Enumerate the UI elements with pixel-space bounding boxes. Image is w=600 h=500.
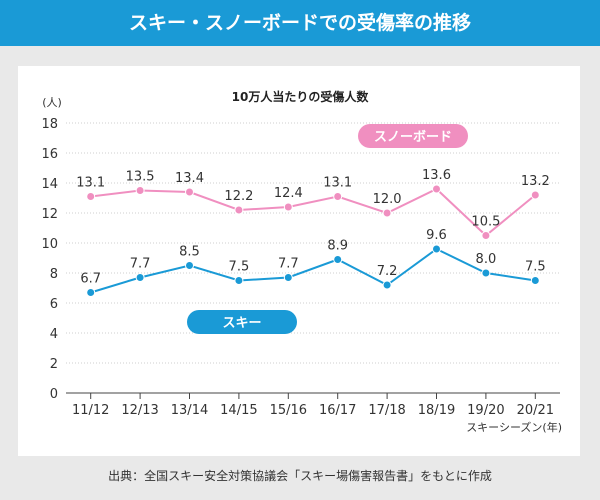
data-label: 6.7 xyxy=(80,272,101,287)
data-label: 7.5 xyxy=(525,260,546,275)
data-point xyxy=(186,262,194,270)
data-label: 12.4 xyxy=(274,186,303,201)
data-point xyxy=(383,281,391,289)
data-label: 7.7 xyxy=(130,257,151,272)
series-line-snowboard xyxy=(91,189,536,236)
x-tick-label: 17/18 xyxy=(368,403,405,418)
x-tick-label: 14/15 xyxy=(220,403,257,418)
legend-label-snowboard: スノーボード xyxy=(374,129,452,145)
data-point xyxy=(136,274,144,282)
data-point xyxy=(383,209,391,217)
y-axis-label: (人) xyxy=(42,96,62,109)
chart-title: 10万人当たりの受傷人数 xyxy=(232,89,370,104)
y-tick-label: 8 xyxy=(50,267,58,282)
x-tick-label: 13/14 xyxy=(171,403,208,418)
data-point xyxy=(186,188,194,196)
x-tick-label: 15/16 xyxy=(270,403,307,418)
x-tick-label: 12/13 xyxy=(121,403,158,418)
x-tick-label: 16/17 xyxy=(319,403,356,418)
y-tick-label: 4 xyxy=(50,327,58,342)
data-label: 13.1 xyxy=(76,176,105,191)
data-point xyxy=(284,274,292,282)
data-point xyxy=(334,256,342,264)
data-point xyxy=(235,277,243,285)
data-label: 13.6 xyxy=(422,168,451,183)
data-label: 13.1 xyxy=(323,176,352,191)
data-point xyxy=(433,185,441,193)
y-tick-label: 6 xyxy=(50,297,58,312)
data-label: 7.5 xyxy=(229,260,250,275)
data-point xyxy=(235,206,243,214)
data-label: 8.9 xyxy=(327,239,348,254)
data-point xyxy=(433,245,441,253)
data-point xyxy=(531,277,539,285)
data-label: 7.7 xyxy=(278,257,299,272)
source-note: 出典：全国スキー安全対策協議会「スキー場傷害報告書」をもとに作成 xyxy=(0,462,600,490)
data-label: 12.2 xyxy=(224,189,253,204)
data-label: 9.6 xyxy=(426,228,447,243)
y-tick-label: 14 xyxy=(41,177,58,192)
x-tick-label: 20/21 xyxy=(517,403,554,418)
x-tick-label: 18/19 xyxy=(418,403,455,418)
data-point xyxy=(87,289,95,297)
data-point xyxy=(482,232,490,240)
data-label: 8.0 xyxy=(476,252,497,267)
data-label: 13.2 xyxy=(521,174,550,189)
data-point xyxy=(284,203,292,211)
y-tick-label: 12 xyxy=(41,207,58,222)
data-point xyxy=(531,191,539,199)
y-tick-label: 10 xyxy=(41,237,58,252)
data-point xyxy=(136,187,144,195)
line-chart: 10万人当たりの受傷人数 (人) スキーシーズン(年) 0 2 4 6 8 10 12 14 1… xyxy=(0,0,600,500)
series-line-ski xyxy=(91,249,536,293)
y-tick-label: 0 xyxy=(50,387,58,402)
data-label: 13.4 xyxy=(175,171,204,186)
y-tick-label: 16 xyxy=(41,147,58,162)
x-tick-label: 11/12 xyxy=(72,403,109,418)
legend-label-ski: スキー xyxy=(222,316,261,331)
x-tick-label: 19/20 xyxy=(467,403,504,418)
data-label: 8.5 xyxy=(179,245,200,260)
x-axis-label: スキーシーズン(年) xyxy=(466,420,562,434)
data-label: 10.5 xyxy=(471,215,500,230)
data-point xyxy=(334,193,342,201)
data-label: 7.2 xyxy=(377,264,398,279)
y-tick-label: 18 xyxy=(41,117,58,132)
y-tick-label: 2 xyxy=(50,357,58,372)
data-point xyxy=(87,193,95,201)
data-label: 12.0 xyxy=(373,192,402,207)
data-label: 13.5 xyxy=(126,170,155,185)
data-point xyxy=(482,269,490,277)
